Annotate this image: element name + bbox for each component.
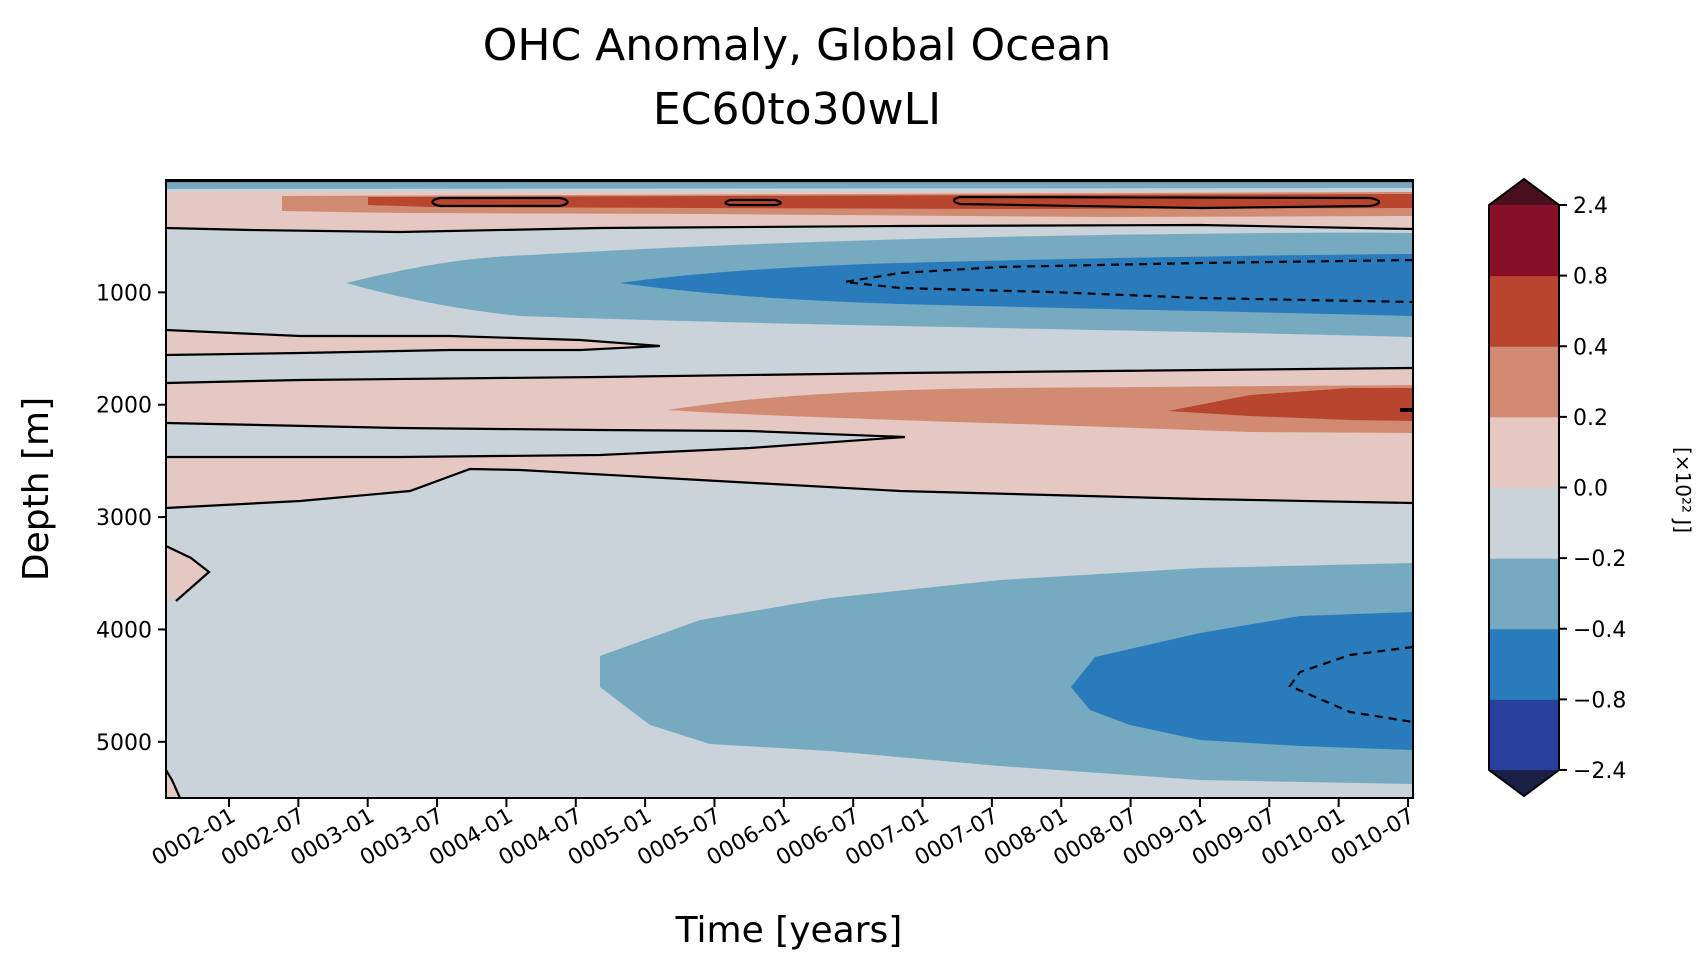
y-tick-label: 5000 [96, 731, 152, 756]
negative-contours [844, 258, 1414, 724]
plot-area [165, 179, 1414, 799]
colorbar-tick-label: −0.8 [1573, 688, 1626, 713]
colorbar-segment [1489, 346, 1559, 418]
colorbar-tick-label: −0.4 [1573, 618, 1626, 643]
colorbar: 2.4 0.8 0.4 0.2 0.0 −0.2 −0.4 −0.8 −2.4 [1488, 177, 1626, 798]
colorbar-tick-label: 0.0 [1573, 477, 1608, 502]
y-tick-label: 2000 [96, 394, 152, 419]
colorbar-extend-low [1489, 770, 1559, 796]
colorbar-segment [1489, 699, 1559, 771]
colorbar-extend-high [1489, 179, 1559, 205]
colorbar-tick-label: −0.2 [1573, 547, 1626, 572]
colorbar-tick-label: −2.4 [1573, 759, 1626, 784]
warm-wedge-3500m [166, 546, 209, 601]
colorbar-segment [1489, 558, 1559, 630]
x-axis: 0002-010002-070003-010003-070004-010004-… [148, 798, 1419, 871]
colorbar-segment [1489, 487, 1559, 559]
y-tick-label: 3000 [96, 506, 152, 531]
cool-band-0.4-0.8-intermediate [620, 254, 1413, 316]
colorbar-tick-label: 0.4 [1573, 335, 1608, 360]
surface-cool-strip [166, 181, 1413, 189]
warm-band-0.2-0.4-mid [668, 385, 1413, 433]
y-axis: 1000 2000 3000 4000 5000 [96, 281, 166, 756]
plot-frame [165, 179, 1414, 799]
y-axis-label: Depth [m] [16, 397, 57, 581]
chart-title: OHC Anomaly, Global Ocean [483, 20, 1111, 71]
y-tick-label: 4000 [96, 618, 152, 643]
colorbar-segment [1489, 628, 1559, 700]
colorbar-segment [1489, 275, 1559, 347]
x-axis-label: Time [years] [675, 910, 903, 951]
warm-band-0.4-0.8-mid [1168, 388, 1413, 421]
cool-band-0.4-0.8-abyssal [1071, 612, 1413, 750]
colorbar-tick-label: 0.8 [1573, 265, 1608, 290]
colorbar-tick-label: 0.2 [1573, 406, 1608, 431]
colorbar-segment [1489, 205, 1559, 277]
colorbar-label: [×10²² J] [1671, 447, 1695, 533]
colorbar-segment [1489, 416, 1559, 488]
y-tick-label: 1000 [96, 281, 152, 306]
chart-subtitle: EC60to30wLI [653, 84, 941, 135]
colorbar-tick-label: 2.4 [1573, 194, 1608, 219]
